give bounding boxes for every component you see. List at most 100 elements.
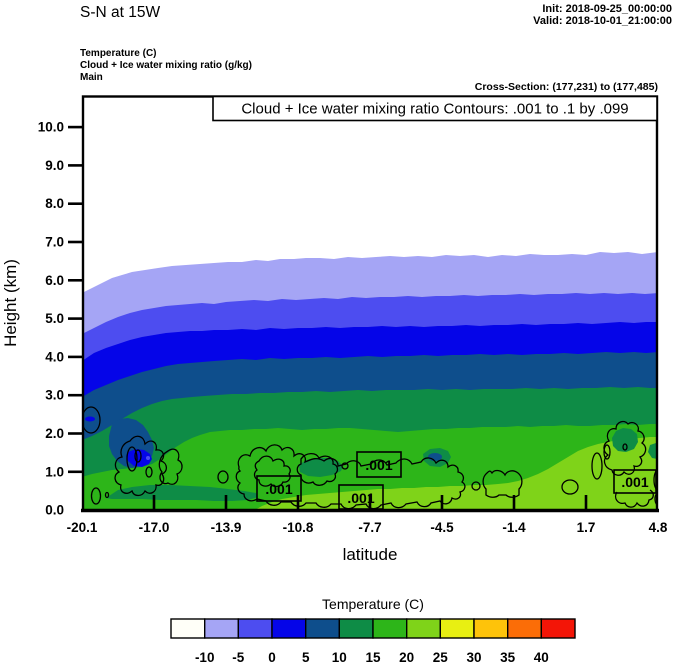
field-label-main: Main: [80, 72, 103, 83]
contour-label-box: [356, 451, 402, 478]
colorbar-tick-label: 25: [433, 650, 449, 665]
colorbar-tick-label: 30: [466, 650, 481, 665]
contour-label: .001: [347, 490, 374, 506]
y-tick-label: 0.0: [45, 503, 64, 518]
colorbar-tick-label: 10: [332, 650, 347, 665]
colorbar-swatch: [305, 618, 341, 639]
plot-title-box: [212, 95, 658, 122]
y-tick-label: 3.0: [45, 388, 64, 403]
colorbar-swatch: [338, 618, 374, 639]
x-tick-label: 1.7: [577, 520, 596, 535]
colorbar-tick-label: -5: [232, 650, 244, 665]
colorbar-tick-label: 15: [365, 650, 381, 665]
cloud-contour: [83, 406, 101, 434]
colorbar-swatch: [372, 618, 408, 639]
colorbar-swatch: [406, 618, 442, 639]
colorbar-tick-label: -10: [195, 650, 215, 665]
cool-strip-bottom-left: [106, 485, 258, 501]
valid-timestamp: Valid: 2018-10-01_21:00:00: [533, 15, 672, 27]
colorbar-swatches: [170, 618, 576, 639]
cloud-contour: [614, 489, 654, 508]
x-tick-label: -17.0: [139, 520, 170, 535]
cloud-contour: [622, 443, 628, 451]
cloud-contour: [561, 479, 579, 495]
field-label-cloud-ice: Cloud + Ice water mixing ratio (g/kg): [80, 60, 252, 71]
cloud-contour: [471, 481, 481, 491]
y-tick-label: 9.0: [45, 158, 64, 173]
y-tick-label: 6.0: [45, 273, 64, 288]
cloud-contour: [654, 492, 657, 506]
y-axis: 10.0 9.0 8.0 7.0 6.0 5.0 4.0 3.0 2.0 1.0…: [1, 120, 83, 518]
cloud-contour: [126, 446, 138, 472]
cloud-contour: [591, 452, 603, 480]
cool-patch-corner: [648, 443, 657, 459]
cloud-contour: [114, 435, 168, 497]
cool-patch-a: [299, 458, 343, 477]
contour-label: .001: [365, 457, 392, 473]
figure-title: S-N at 15W: [80, 4, 160, 21]
y-axis-title: Height (km): [1, 259, 20, 347]
cloud-contour-lines: [83, 406, 657, 510]
cloud-contour: [104, 491, 110, 499]
colorbar-swatch: [203, 618, 240, 639]
cloud-contour: [217, 470, 229, 484]
colorbar-swatch: [540, 618, 576, 639]
colorbar-swatch: [439, 618, 475, 639]
cloud-contour: [653, 469, 657, 491]
colorbar-tick-label: 20: [399, 650, 414, 665]
x-tick-label: -7.7: [358, 520, 381, 535]
y-tick-label: 7.0: [45, 235, 64, 250]
colorbar-tick-label: 5: [302, 650, 310, 665]
cloud-contour: [603, 420, 647, 476]
cloud-contour: [253, 455, 291, 488]
band-20-25: [253, 437, 657, 511]
y-tick-label: 5.0: [45, 311, 64, 326]
init-timestamp: Init: 2018-09-25_00:00:00: [542, 3, 672, 15]
cross-section-coords: Cross-Section: (177,231) to (177,485): [475, 81, 658, 93]
y-tick-label: 1.0: [45, 464, 64, 479]
cool-patch-c: [612, 428, 638, 452]
colorbar-tick-label: 35: [500, 650, 516, 665]
cloud-contour: [341, 462, 349, 470]
contour-label: .001: [621, 474, 648, 490]
cloud-contour: [296, 452, 339, 486]
colorbar-swatch: [507, 618, 543, 639]
colorbar-tick-labels: -10 -5 0 5 10 15 20 25 30 35 40: [195, 650, 549, 665]
x-tick-label: -1.4: [502, 520, 526, 535]
x-axis: -20.1 -17.0 -13.9 -10.8 -7.7 -4.5 -1.4 1…: [67, 520, 668, 564]
contour-label-box: [256, 475, 302, 502]
colorbar-swatch: [271, 618, 307, 639]
cloud-contour: [482, 469, 523, 498]
field-label-temperature: Temperature (C): [80, 48, 157, 59]
colorbar-title: Temperature (C): [322, 596, 424, 612]
cloud-contour: [134, 449, 142, 463]
plot-title: Cloud + Ice water mixing ratio Contours:…: [241, 101, 628, 118]
cold-pocket-dot: [146, 456, 150, 460]
y-tick-label: 2.0: [45, 426, 64, 441]
y-tick-label: 10.0: [38, 120, 64, 135]
colorbar-tick-label: 0: [268, 650, 276, 665]
x-tick-label: -20.1: [67, 520, 98, 535]
cloud-contour: [145, 466, 153, 478]
y-tick-label: 8.0: [45, 196, 64, 211]
colorbar-swatch: [170, 618, 206, 639]
x-axis-title: latitude: [343, 545, 398, 564]
cloud-contour: [158, 448, 183, 485]
cloud-contour: [603, 444, 611, 460]
colorbar-swatch: [237, 618, 273, 639]
contour-label: .001: [265, 481, 292, 497]
temperature-pockets: [85, 416, 657, 501]
x-tick-label: -13.9: [211, 520, 242, 535]
y-tick-label: 4.0: [45, 349, 64, 364]
colorbar: Temperature (C) -10 -5 0 5 10 15 20 25 3…: [170, 596, 576, 665]
x-axis-ticks: [152, 495, 588, 510]
colorbar-swatch: [473, 618, 509, 639]
temperature-bands: [83, 252, 657, 511]
x-tick-label: 4.8: [649, 520, 668, 535]
x-tick-label: -10.8: [283, 520, 314, 535]
colorbar-tick-label: 40: [534, 650, 549, 665]
cloud-contour: [235, 444, 466, 510]
contour-label-boxes: .001 .001 .001 .001: [256, 451, 657, 510]
